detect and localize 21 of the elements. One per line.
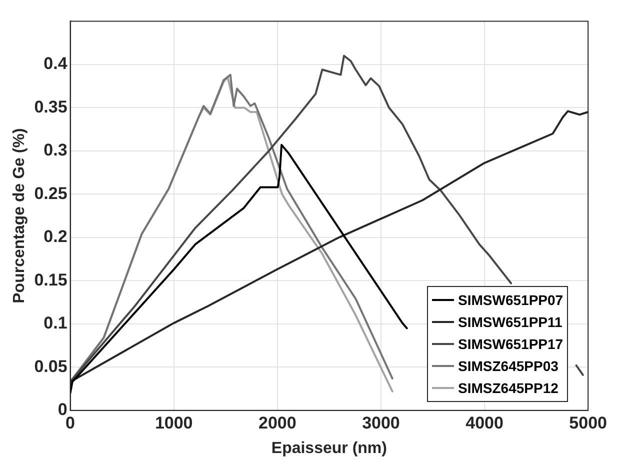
y-tick-label: 0.35: [34, 97, 68, 116]
x-axis-title: Epaisseur (nm): [271, 440, 387, 457]
legend-label: SIMSW651PP11: [458, 314, 562, 330]
x-tick-label: 1000: [154, 413, 193, 432]
y-tick-label: 0.3: [44, 140, 68, 160]
x-tick-label: 4000: [466, 413, 504, 432]
x-tick-label: 5000: [569, 413, 608, 432]
y-tick-label: 0.05: [34, 356, 68, 376]
y-axis-title: Pourcentage de Ge (%): [11, 128, 28, 304]
y-tick-label: 0.2: [44, 227, 68, 246]
legend-label: SIMSW651PP17: [458, 336, 564, 352]
y-tick-label: 0.15: [34, 270, 68, 290]
x-tick-label: 3000: [362, 413, 400, 432]
legend-label: SIMSZ645PP03: [458, 358, 558, 374]
legend-label: SIMSW651PP07: [458, 292, 564, 308]
legend-label: SIMSZ645PP12: [458, 380, 558, 396]
y-tick-label: 0: [58, 400, 68, 420]
y-tick-label: 0.4: [44, 54, 68, 74]
x-tick-label: 2000: [258, 413, 296, 432]
y-tick-label: 0.25: [34, 184, 68, 203]
y-tick-label: 0.1: [44, 314, 68, 333]
